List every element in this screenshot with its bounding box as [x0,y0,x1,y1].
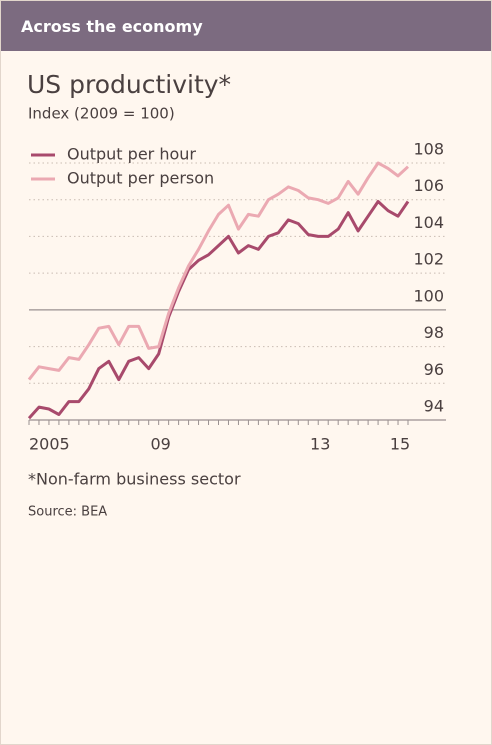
footnote: *Non-farm business sector [28,470,241,489]
y-tick-label: 98 [424,323,444,342]
x-tick-label: 13 [310,435,330,454]
legend-label: Output per hour [67,145,196,164]
y-tick-label: 96 [424,360,444,379]
chart-subtitle: Index (2009 = 100) [28,105,175,123]
series-line [27,200,410,420]
series-line [27,161,410,381]
legend-label: Output per person [67,169,214,188]
y-tick-label: 108 [413,140,444,159]
y-tick-label: 94 [424,397,444,416]
y-tick-label: 104 [413,213,444,232]
y-tick-label: 106 [413,176,444,195]
chart: US productivity* Index (2009 = 100) *Non… [27,70,446,520]
x-tick-label: 15 [390,435,410,454]
y-tick-label: 102 [413,250,444,269]
header: Across the economy [1,1,491,51]
y-tick-label: 100 [413,286,444,305]
chart-title: US productivity* [27,70,231,99]
x-tick-label: 09 [150,435,170,454]
x-tick-label: 2005 [29,435,70,454]
source: Source: BEA [28,505,107,520]
